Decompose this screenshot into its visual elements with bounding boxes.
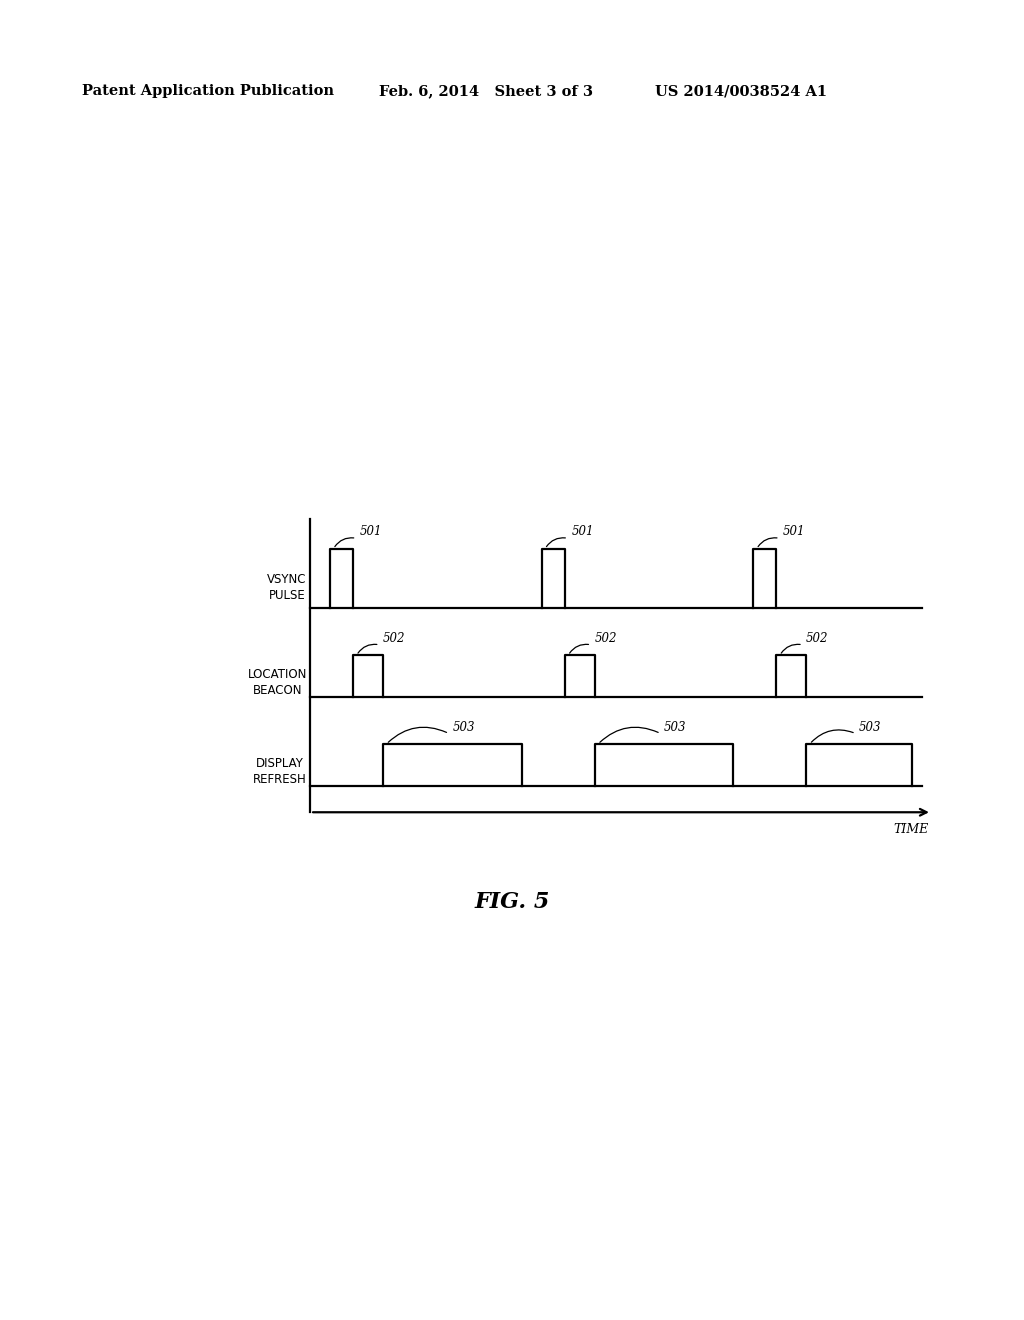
Text: 503: 503 [664,721,686,734]
Text: 503: 503 [453,721,475,734]
Text: Patent Application Publication: Patent Application Publication [82,84,334,99]
Text: Feb. 6, 2014   Sheet 3 of 3: Feb. 6, 2014 Sheet 3 of 3 [379,84,593,99]
Text: 501: 501 [783,525,806,539]
Text: 502: 502 [383,632,406,644]
Text: US 2014/0038524 A1: US 2014/0038524 A1 [655,84,827,99]
Text: DISPLAY
REFRESH: DISPLAY REFRESH [253,756,307,785]
Text: 502: 502 [806,632,828,644]
Text: 503: 503 [859,721,882,734]
Text: TIME: TIME [893,822,929,836]
Text: VSYNC
PULSE: VSYNC PULSE [267,573,307,602]
Text: 501: 501 [359,525,382,539]
Text: 501: 501 [571,525,594,539]
Text: 502: 502 [595,632,617,644]
Text: LOCATION
BEACON: LOCATION BEACON [248,668,307,697]
Text: FIG. 5: FIG. 5 [474,891,550,913]
